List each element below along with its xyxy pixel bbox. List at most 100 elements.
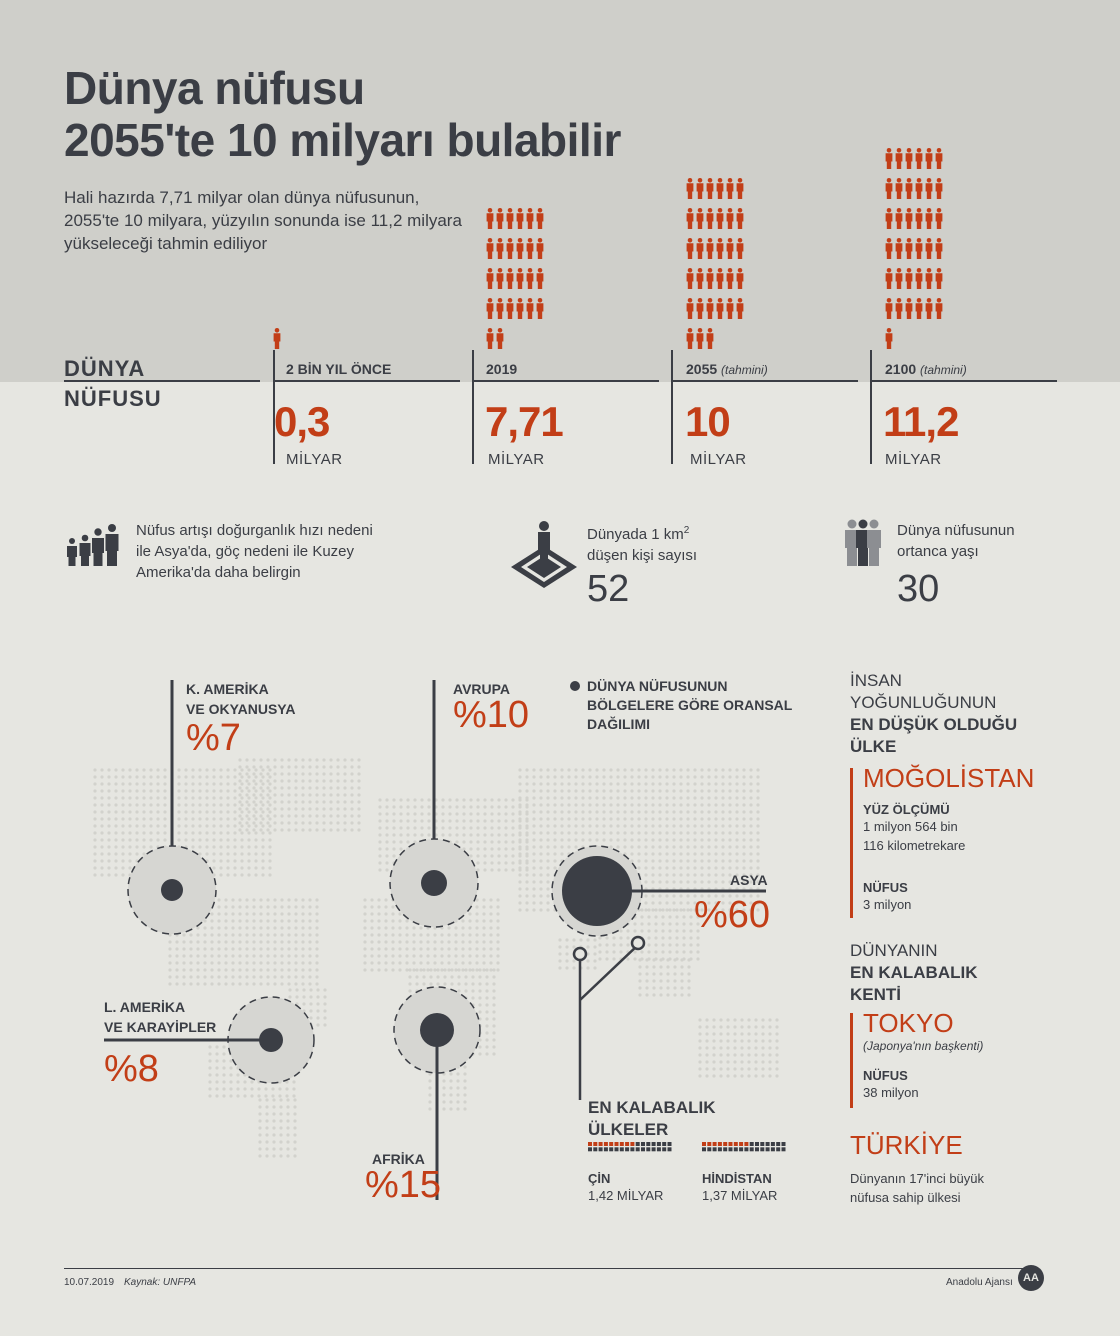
map-dot <box>100 782 104 786</box>
map-dot <box>272 1126 276 1130</box>
map-dot <box>581 789 585 793</box>
map-dot <box>485 1003 489 1007</box>
map-dot <box>280 828 284 832</box>
map-dot <box>301 765 305 769</box>
map-dot <box>483 840 487 844</box>
map-dot <box>714 775 718 779</box>
grid-square <box>707 1142 712 1146</box>
map-dot <box>231 926 235 930</box>
map-dot <box>700 901 704 905</box>
map-dot <box>490 868 494 872</box>
map-dot <box>93 824 97 828</box>
map-dot <box>261 810 265 814</box>
map-dot <box>756 824 760 828</box>
map-dot <box>693 880 697 884</box>
map-dot <box>447 933 451 937</box>
map-dot <box>323 1002 327 1006</box>
person-icon <box>895 148 903 169</box>
map-dot <box>705 1053 709 1057</box>
map-dot <box>301 947 305 951</box>
map-dot <box>609 803 613 807</box>
map-dot <box>191 803 195 807</box>
bubble-dot-asya <box>562 856 632 926</box>
country-china: ÇİN 1,42 MİLYAR <box>588 1171 664 1203</box>
map-dot <box>652 958 656 962</box>
map-dot <box>707 859 711 863</box>
map-dot <box>245 905 249 909</box>
map-dot <box>700 782 704 786</box>
map-dot <box>415 968 419 972</box>
map-dot <box>485 975 489 979</box>
map-dot <box>224 919 228 923</box>
map-dot <box>121 866 125 870</box>
map-dot <box>265 1147 269 1151</box>
map-dot <box>742 852 746 856</box>
map-dot <box>525 880 529 884</box>
map-dot <box>478 989 482 993</box>
map-dot <box>449 1107 453 1111</box>
map-dot <box>163 796 167 800</box>
map-dot <box>645 958 649 962</box>
grid-square <box>723 1142 728 1146</box>
map-dot <box>261 838 265 842</box>
map-dot <box>238 961 242 965</box>
vline-col-1 <box>472 350 474 464</box>
map-dot <box>449 1079 453 1083</box>
map-dot <box>707 894 711 898</box>
map-dot <box>574 838 578 842</box>
map-dot <box>700 852 704 856</box>
map-dot <box>518 789 522 793</box>
map-dot <box>616 789 620 793</box>
map-dot <box>654 915 658 919</box>
map-dot <box>107 817 111 821</box>
map-dot <box>525 831 529 835</box>
map-dot <box>189 968 193 972</box>
map-dot <box>308 898 312 902</box>
map-dot <box>609 768 613 772</box>
map-dot <box>315 814 319 818</box>
map-dot <box>644 810 648 814</box>
grid-square <box>723 1147 728 1152</box>
map-dot <box>196 954 200 958</box>
map-dot <box>222 1080 226 1084</box>
map-dot <box>217 926 221 930</box>
map-dot <box>308 807 312 811</box>
map-dot <box>518 866 522 870</box>
map-dot <box>399 819 403 823</box>
map-dot <box>261 789 265 793</box>
col-unit-2-bin-yil: MİLYAR <box>286 451 343 468</box>
map-dot <box>651 782 655 786</box>
map-dot <box>454 926 458 930</box>
map-dot <box>301 786 305 790</box>
map-dot <box>456 1086 460 1090</box>
map-dot <box>247 873 251 877</box>
map-dot <box>301 954 305 958</box>
grid-square <box>770 1142 775 1146</box>
map-dot <box>217 919 221 923</box>
map-dot <box>728 845 732 849</box>
map-dot <box>238 814 242 818</box>
map-dot <box>721 810 725 814</box>
map-dot <box>673 972 677 976</box>
map-dot <box>461 954 465 958</box>
map-dot <box>238 982 242 986</box>
person-icon <box>526 268 534 289</box>
map-dot <box>212 768 216 772</box>
map-dot <box>217 933 221 937</box>
map-dot <box>294 814 298 818</box>
map-dot <box>254 831 258 835</box>
map-dot <box>565 938 569 942</box>
map-dot <box>471 968 475 972</box>
map-dot <box>121 838 125 842</box>
map-dot <box>191 768 195 772</box>
map-dot <box>483 805 487 809</box>
map-dot <box>511 868 515 872</box>
map-dot <box>100 775 104 779</box>
map-dot <box>149 796 153 800</box>
map-dot <box>399 798 403 802</box>
map-dot <box>652 979 656 983</box>
map-dot <box>219 803 223 807</box>
map-dot <box>698 1074 702 1078</box>
map-dot <box>700 908 704 912</box>
map-dot <box>245 821 249 825</box>
